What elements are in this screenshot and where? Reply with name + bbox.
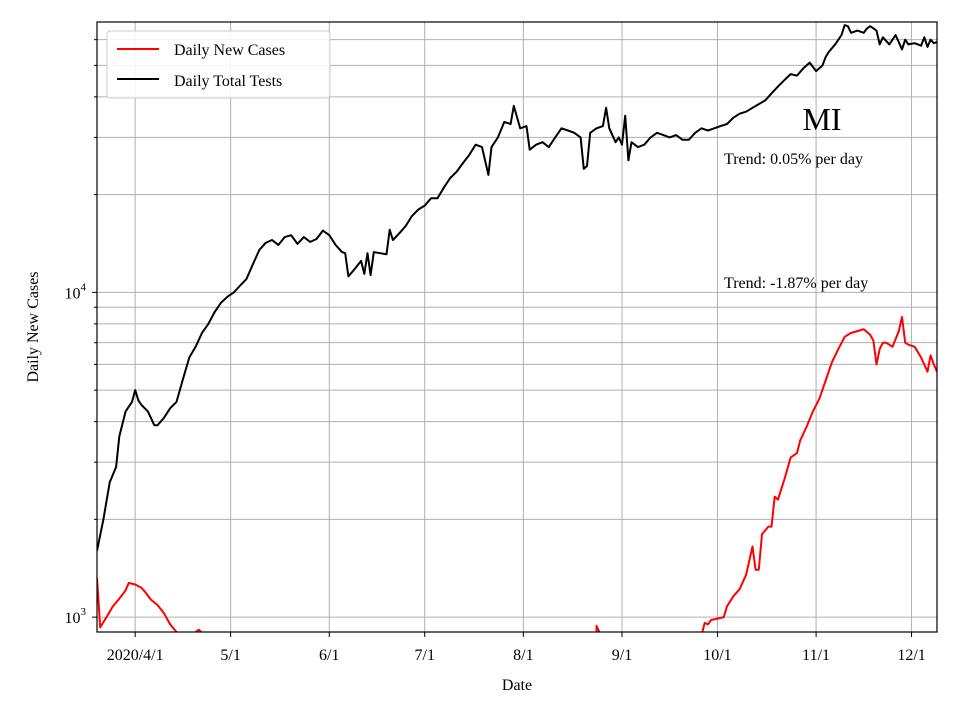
plot-frame [96, 21, 938, 633]
series-line-daily-new-cases [97, 316, 937, 632]
series-line-daily-total-tests [97, 24, 937, 551]
x-tick-label: 12/1 [897, 647, 925, 664]
legend-box [106, 30, 331, 99]
x-tick-label: 2020/4/1 [107, 647, 164, 664]
x-axis: 2020/4/1 5/1 6/1 7/1 8/1 9/1 10/1 11/1 12/1 [107, 632, 926, 664]
legend-label-daily-new-cases: Daily New Cases [174, 42, 285, 59]
x-tick-label: 9/1 [612, 647, 632, 664]
y-axis: 103 104 [65, 39, 97, 627]
state-label: MI [802, 101, 841, 137]
y-axis-label: Daily New Cases [25, 271, 42, 382]
grid-lines [97, 22, 937, 632]
x-tick-label: 10/1 [703, 647, 731, 664]
x-axis-label: Date [502, 677, 532, 694]
y-tick-label: 104 [65, 281, 87, 302]
x-tick-label: 11/1 [802, 647, 830, 664]
legend-label-daily-total-tests: Daily Total Tests [174, 73, 282, 90]
x-tick-label: 8/1 [513, 647, 533, 664]
y-tick-label: 103 [65, 606, 87, 627]
x-tick-label: 5/1 [220, 647, 240, 664]
trend-cases-annotation: Trend: -1.87% per day [724, 275, 868, 292]
legend: Daily New Cases Daily Total Tests [106, 30, 331, 99]
x-tick-label: 6/1 [319, 647, 339, 664]
x-tick-label: 7/1 [415, 647, 435, 664]
trend-tests-annotation: Trend: 0.05% per day [724, 151, 863, 168]
series-layer [97, 24, 937, 632]
